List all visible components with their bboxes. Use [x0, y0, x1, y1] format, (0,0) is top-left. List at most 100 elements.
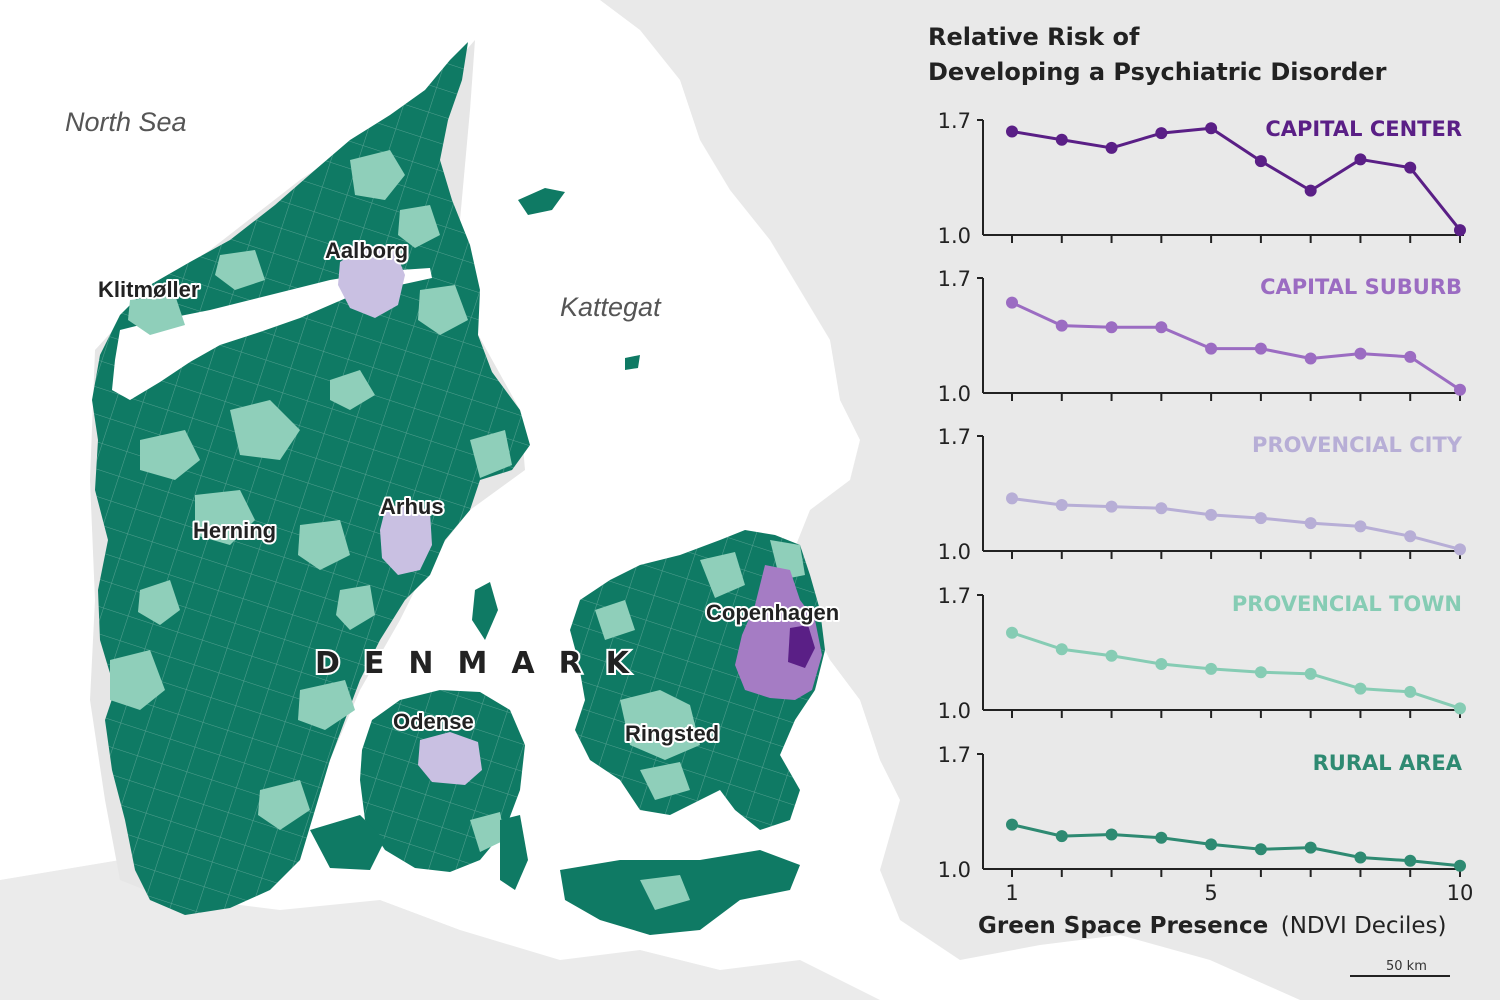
data-point: [1354, 520, 1367, 533]
zealand-town-patches: [595, 540, 805, 800]
data-point: [1254, 666, 1267, 679]
data-point: [1105, 828, 1118, 841]
north-sea-label: North Sea: [65, 107, 187, 137]
y-tick-label: 1.0: [938, 382, 971, 406]
x-tick-label: 10: [1447, 881, 1474, 905]
data-point: [1354, 153, 1367, 166]
x-axis-title-bold: Green Space Presence: [978, 913, 1268, 939]
city-label-arhus: Arhus: [380, 494, 444, 519]
city-label-odense: Odense: [393, 709, 474, 734]
data-point: [1006, 296, 1018, 309]
series-line: [1011, 301, 1461, 391]
data-point: [1105, 500, 1118, 513]
data-point: [1006, 125, 1018, 138]
data-point: [1454, 702, 1466, 715]
y-tick-label: 1.7: [938, 267, 971, 291]
panel-rural-area: 1.7 1.0 RURAL AREA: [938, 743, 1466, 882]
chart-panels: 1.7 1.0 CAPITAL CENTER 1.7 1.0 CAPITAL SUBURB…: [938, 109, 1466, 882]
scale-bar: 50 km: [1350, 959, 1450, 977]
x-tick-label: 5: [1204, 881, 1217, 905]
series-line: [1011, 823, 1461, 868]
data-point: [1454, 859, 1466, 872]
series-label: RURAL AREA: [1313, 751, 1463, 775]
lolland-town-patch: [640, 875, 690, 910]
series-label: CAPITAL CENTER: [1265, 117, 1462, 141]
sweden-land: [600, 0, 1500, 1000]
arhus-city-area: [380, 500, 432, 575]
chart-title-line-2: Developing a Psychiatric Disorder: [928, 58, 1387, 86]
series-line: [1011, 496, 1461, 551]
y-tick-label: 1.0: [938, 540, 971, 564]
data-point: [1304, 517, 1317, 530]
data-point: [1354, 347, 1367, 360]
city-label-aalborg: Aalborg: [325, 238, 408, 263]
jutland-borders: [92, 42, 530, 915]
y-tick-label: 1.7: [938, 425, 971, 449]
chart-title-line-1: Relative Risk of: [928, 23, 1140, 51]
data-point: [1404, 161, 1417, 174]
zealand: [570, 530, 825, 830]
data-point: [1155, 321, 1168, 334]
data-point: [1006, 626, 1018, 639]
y-tick-label: 1.0: [938, 224, 971, 248]
data-point: [1105, 141, 1118, 154]
data-point: [1254, 155, 1267, 168]
x-axis-title: Green Space Presence (NDVI Deciles): [978, 913, 1446, 939]
funen-town-patch: [470, 812, 505, 852]
city-label-herning: Herning: [193, 518, 276, 543]
data-point: [1254, 342, 1267, 355]
odense-city-area: [418, 732, 482, 785]
data-point: [1304, 184, 1317, 197]
jutland: [92, 42, 530, 915]
aalborg-city-area: [338, 245, 405, 318]
panel-capital-suburb: 1.7 1.0 CAPITAL SUBURB: [938, 267, 1466, 406]
panel-provencial-city: 1.7 1.0 PROVENCIAL CITY: [938, 425, 1466, 564]
data-point: [1454, 543, 1466, 556]
data-point: [1254, 512, 1267, 525]
city-label-copenhagen: Copenhagen: [706, 600, 839, 625]
data-point: [1006, 492, 1018, 505]
data-point: [1055, 499, 1068, 511]
data-point: [1404, 854, 1417, 867]
data-point: [1055, 643, 1068, 656]
y-tick-label: 1.7: [938, 743, 971, 767]
data-point: [1404, 350, 1417, 363]
panel-provencial-town: 1.7 1.0 PROVENCIAL TOWN: [938, 584, 1466, 723]
data-point: [1155, 502, 1168, 515]
data-point: [1105, 649, 1118, 662]
series-line: [1011, 631, 1461, 710]
data-point: [1304, 667, 1317, 680]
x-axis-title-regular: (NDVI Deciles): [1281, 913, 1447, 939]
data-point: [1304, 841, 1317, 854]
data-point: [1354, 851, 1367, 864]
data-point: [1254, 843, 1267, 856]
relative-risk-chart: Relative Risk of Developing a Psychiatri…: [928, 23, 1473, 939]
city-label-ringsted: Ringsted: [625, 721, 719, 746]
data-point: [1055, 319, 1068, 332]
y-tick-label: 1.7: [938, 109, 971, 133]
data-point: [1404, 685, 1417, 698]
data-point: [1155, 127, 1168, 140]
data-point: [1055, 830, 1068, 843]
series-line: [1011, 126, 1462, 232]
y-tick-label: 1.7: [938, 584, 971, 608]
data-point: [1354, 682, 1367, 695]
denmark-label: DENMARK: [315, 646, 653, 681]
data-point: [1205, 122, 1218, 135]
series-label: PROVENCIAL CITY: [1252, 433, 1463, 457]
data-point: [1105, 321, 1118, 334]
data-point: [1205, 662, 1218, 675]
panel-capital-center: 1.7 1.0 CAPITAL CENTER: [938, 109, 1466, 248]
data-point: [1205, 342, 1218, 355]
x-tick-label: 1: [1005, 881, 1018, 905]
germany-land: [0, 860, 880, 1000]
data-point: [1205, 508, 1218, 521]
y-tick-label: 1.0: [938, 699, 971, 723]
data-point: [1006, 818, 1018, 831]
data-point: [1155, 658, 1168, 670]
data-point: [1404, 530, 1417, 543]
data-point: [1205, 838, 1218, 851]
x-axis-tick-labels: 1 5 10: [1005, 881, 1473, 905]
data-point: [1454, 383, 1466, 396]
